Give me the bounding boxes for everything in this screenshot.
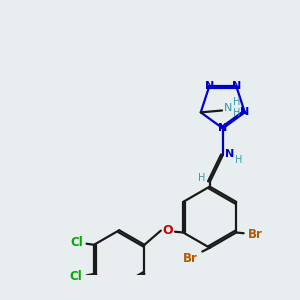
Text: H: H	[198, 172, 205, 183]
Text: Cl: Cl	[71, 236, 83, 249]
Text: N: N	[224, 103, 232, 112]
Text: H: H	[232, 109, 240, 118]
Text: O: O	[162, 224, 173, 237]
Text: Cl: Cl	[70, 270, 83, 284]
Text: N: N	[218, 123, 227, 134]
Text: H: H	[235, 155, 242, 165]
Text: N: N	[232, 82, 241, 92]
Text: Br: Br	[183, 252, 198, 265]
Text: Br: Br	[248, 228, 263, 241]
Text: H: H	[232, 97, 240, 107]
Text: N: N	[205, 82, 214, 92]
Text: N: N	[240, 107, 249, 117]
Text: N: N	[225, 149, 234, 160]
